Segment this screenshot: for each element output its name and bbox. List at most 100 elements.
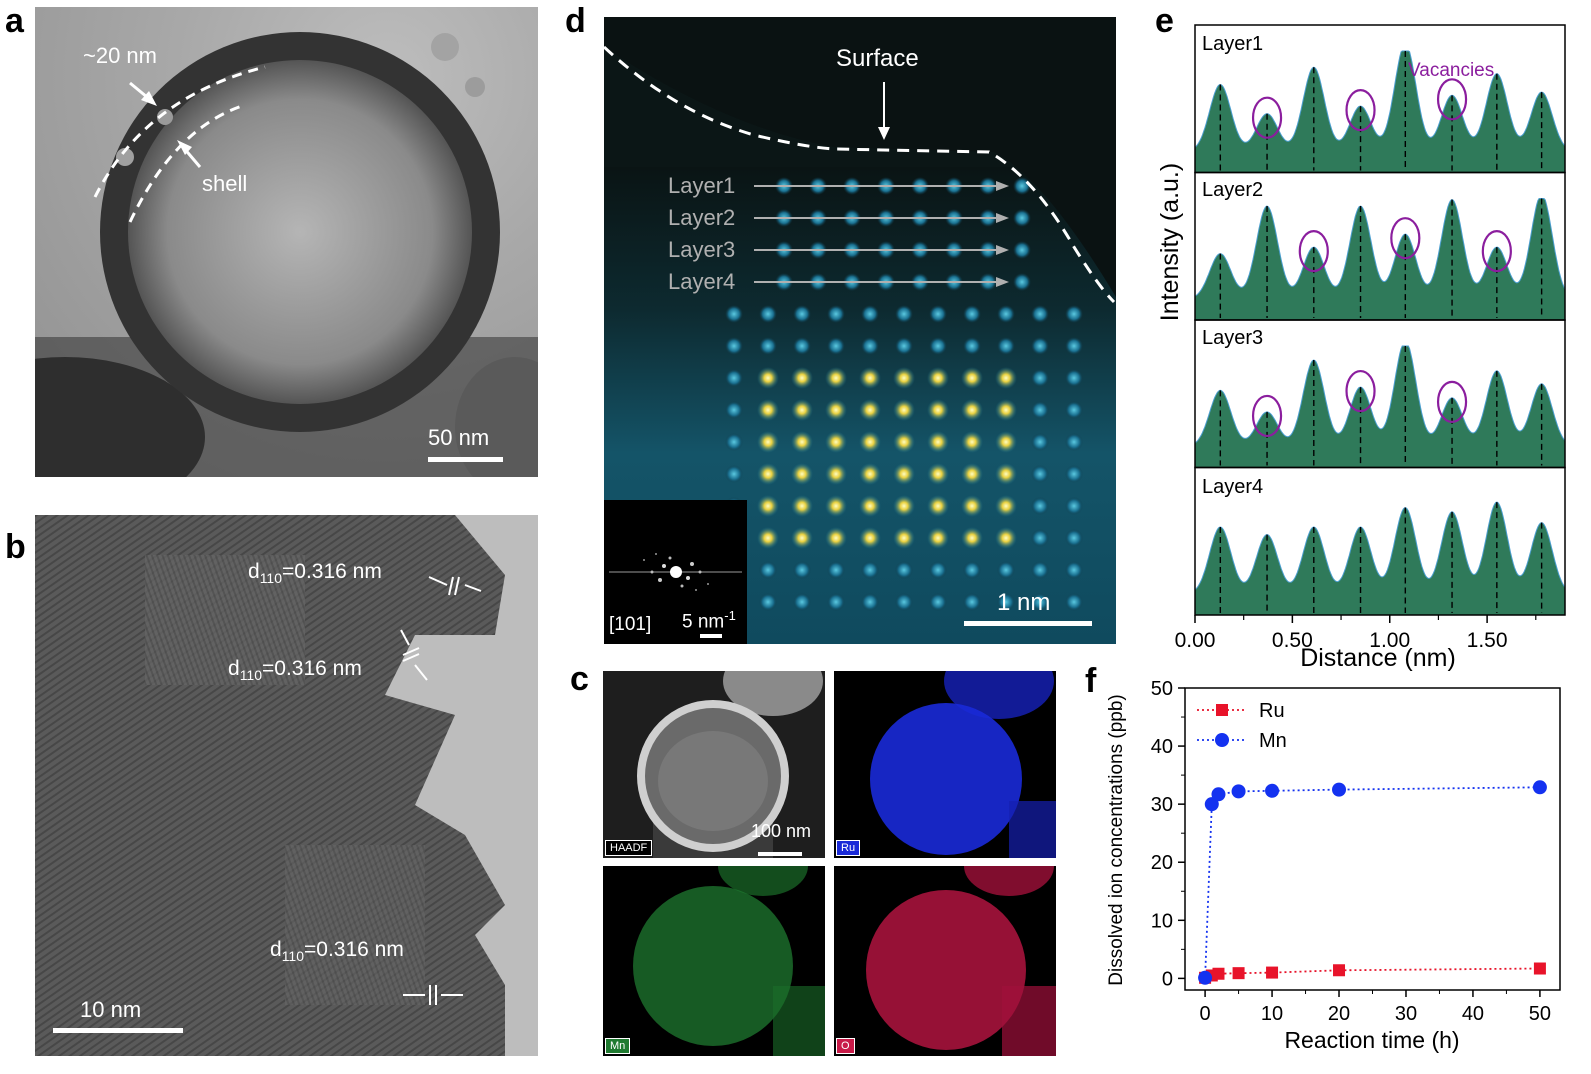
atom-column — [1065, 401, 1083, 419]
panel-c-letter: c — [570, 660, 589, 698]
intensity-profile-layer4 — [1194, 501, 1566, 616]
atom-column — [893, 431, 915, 453]
atom-column — [827, 337, 845, 355]
atom-column — [995, 431, 1017, 453]
data-point-ru — [1232, 967, 1245, 980]
d3-main: d — [270, 938, 282, 961]
f-x-tick-label: 10 — [1261, 1003, 1283, 1025]
atom-column — [759, 337, 777, 355]
ru-tag: Ru — [836, 840, 861, 856]
atom-column — [725, 337, 743, 355]
e-x-tick-label: 1.00 — [1369, 629, 1410, 652]
atom-column — [927, 495, 949, 517]
f-x-axis-label: Reaction time (h) — [1284, 1027, 1459, 1053]
atom-column — [725, 465, 743, 483]
profile-frame — [1194, 466, 1566, 616]
fft-scalebar — [700, 634, 722, 638]
atom-column — [995, 399, 1017, 421]
panel-c-o-map: O — [834, 866, 1056, 1056]
vacancy-circle — [1345, 369, 1376, 413]
atom-column — [997, 593, 1015, 611]
panel-b-d-spacing-1: d110=0.316 nm — [248, 560, 382, 586]
panel-a-drawing — [35, 32, 538, 477]
panel-b-scalebar-label: 10 nm — [80, 997, 142, 1022]
atom-column — [827, 593, 845, 611]
atom-column — [929, 593, 947, 611]
e-layer2-label: Layer2 — [1202, 179, 1263, 201]
o-map-drawing — [866, 866, 1056, 1056]
atom-column — [757, 463, 779, 485]
atom-column — [927, 399, 949, 421]
atom-column — [995, 495, 1017, 517]
atom-column — [963, 593, 981, 611]
atom-column — [1031, 369, 1049, 387]
atom-column — [861, 593, 879, 611]
mn-tag: Mn — [605, 1038, 631, 1054]
atom-column — [961, 495, 983, 517]
atom-column — [1031, 401, 1049, 419]
atom-column — [1065, 529, 1083, 547]
e-layer1-label: Layer1 — [1202, 33, 1263, 55]
panel-d-layer1-label: Layer1 — [668, 173, 736, 198]
atom-column — [791, 527, 813, 549]
d2-val: =0.316 nm — [262, 657, 362, 680]
f-x-tick-label: 50 — [1529, 1003, 1551, 1025]
panel-d-atom-lattice — [604, 17, 1116, 644]
atom-column — [1065, 593, 1083, 611]
e-y-axis-label: Intensity (a.u.) — [1156, 163, 1184, 321]
o-tag: O — [836, 1038, 855, 1054]
panel-d-haadf-stem-image: Surface Layer1 Layer2 Layer3 Layer4 1 nm… — [604, 17, 1116, 644]
atom-column — [1065, 465, 1083, 483]
legend-marker-mn — [1215, 733, 1229, 747]
atom-column — [895, 305, 913, 323]
d1-main: d — [248, 560, 260, 583]
panel-d-layer3-label: Layer3 — [668, 237, 736, 262]
f-y-tick-label: 0 — [1162, 968, 1173, 990]
d2-sub: 110 — [239, 667, 263, 684]
atom-column — [791, 463, 813, 485]
panel-c-mn-map: Mn — [603, 866, 825, 1056]
vacancy-circle — [1345, 89, 1376, 132]
fft-scale-sup: -1 — [724, 608, 736, 623]
series-line-ru — [1204, 967, 1540, 979]
ru-map-drawing — [870, 671, 1056, 858]
data-point-mn — [1198, 970, 1213, 985]
atom-column — [791, 495, 813, 517]
atom-column — [1013, 209, 1031, 227]
e-x-axis-label: Distance (nm) — [1300, 644, 1456, 672]
panel-b-d-spacing-2: d110=0.316 nm — [228, 657, 362, 683]
atom-column — [895, 337, 913, 355]
atom-column — [893, 399, 915, 421]
vacancy-circle — [1436, 78, 1468, 121]
atom-column — [859, 367, 881, 389]
atom-column — [1031, 433, 1049, 451]
atom-column — [927, 431, 949, 453]
f-y-tick-label: 50 — [1151, 678, 1173, 700]
f-y-axis-label: Dissolved ion concentrations (ppb) — [1106, 694, 1127, 986]
panel-d-letter: d — [565, 2, 586, 40]
f-x-tick-label: 30 — [1395, 1003, 1417, 1025]
e-layer4-label: Layer4 — [1202, 476, 1263, 498]
f-y-tick-label: 20 — [1151, 852, 1173, 874]
atom-column — [929, 337, 947, 355]
intensity-profile-layer2 — [1194, 198, 1566, 321]
data-point-mn — [1532, 780, 1547, 795]
atom-column — [893, 463, 915, 485]
atom-column — [997, 561, 1015, 579]
f-x-tick-label: 20 — [1328, 1003, 1350, 1025]
atom-column — [961, 463, 983, 485]
atom-column — [859, 431, 881, 453]
panel-a-tem-image: ~20 nm shell 50 nm — [35, 7, 538, 477]
panel-d-layer4-label: Layer4 — [668, 269, 736, 294]
fft-zone-axis: [101] — [609, 614, 652, 635]
atom-column — [725, 369, 743, 387]
f-x-tick-label: 40 — [1462, 1003, 1484, 1025]
vacancy-circle — [1251, 96, 1283, 139]
atom-column — [861, 561, 879, 579]
e-x-tick-label: 0.00 — [1175, 629, 1216, 652]
atom-column — [1031, 529, 1049, 547]
e-x-tick-label: 1.50 — [1467, 629, 1508, 652]
panel-a-scalebar-label: 50 nm — [428, 425, 490, 450]
panel-d-scalebar-label: 1 nm — [997, 589, 1051, 616]
vacancy-circle — [1481, 230, 1512, 273]
